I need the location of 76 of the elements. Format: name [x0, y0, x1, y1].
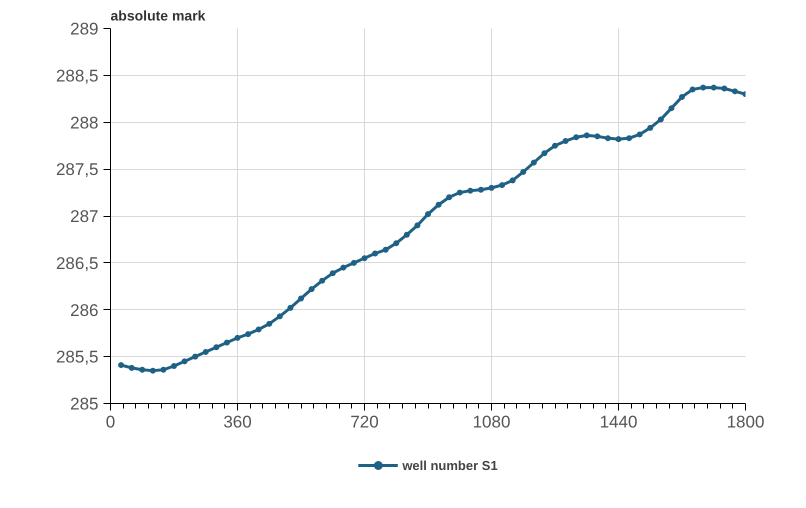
- point: [298, 296, 304, 302]
- point: [350, 260, 357, 266]
- point: [541, 150, 548, 156]
- x-tick-label: 0: [106, 412, 116, 432]
- point: [276, 313, 283, 320]
- y-tick-label: 285: [70, 394, 99, 414]
- point: [319, 278, 326, 284]
- point: [467, 188, 474, 194]
- point: [679, 94, 685, 100]
- point: [710, 84, 717, 91]
- point: [425, 211, 431, 218]
- point: [139, 366, 146, 373]
- point: [647, 124, 654, 131]
- point: [446, 194, 452, 200]
- point: [234, 334, 240, 341]
- point: [616, 136, 622, 142]
- point: [404, 232, 410, 238]
- point: [499, 182, 506, 188]
- point: [584, 132, 590, 138]
- x-tick-label: 360: [223, 412, 252, 432]
- y-tick-label: 286,5: [56, 254, 99, 273]
- y-tick-label: 285,5: [56, 348, 99, 367]
- point: [700, 84, 706, 91]
- y-tick-label: 286: [70, 300, 99, 320]
- point: [160, 366, 166, 373]
- point: [732, 88, 738, 94]
- point: [362, 255, 368, 262]
- point: [573, 134, 580, 140]
- point: [192, 354, 198, 360]
- point: [118, 362, 124, 368]
- point: [414, 222, 420, 228]
- point: [456, 190, 463, 196]
- point: [308, 286, 315, 292]
- point: [562, 138, 569, 144]
- y-tick-label: 287: [70, 207, 99, 226]
- point: [287, 304, 294, 311]
- y-tick-label: 287,5: [56, 160, 99, 180]
- point: [245, 331, 252, 338]
- point: [150, 368, 156, 374]
- point: [224, 340, 230, 346]
- point: [382, 246, 389, 253]
- point: [658, 116, 664, 122]
- point: [393, 240, 400, 246]
- point: [636, 131, 643, 138]
- point: [202, 348, 209, 355]
- y-tick-label: 288,5: [56, 66, 99, 86]
- point: [594, 133, 600, 140]
- point: [690, 86, 696, 92]
- point: [171, 363, 177, 369]
- x-tick-label: 1440: [600, 412, 638, 432]
- point: [626, 135, 632, 142]
- point: [520, 168, 526, 175]
- point: [182, 358, 188, 364]
- point: [604, 135, 611, 142]
- point: [478, 186, 484, 193]
- point: [530, 160, 537, 166]
- point: [128, 364, 135, 371]
- x-tick-label: 720: [350, 412, 379, 432]
- point: [340, 264, 346, 271]
- y-axis-title: absolute mark: [110, 8, 206, 24]
- x-tick-label: 1800: [726, 412, 764, 432]
- point: [488, 184, 494, 191]
- point: [668, 105, 674, 112]
- point: [213, 344, 220, 350]
- point: [266, 320, 272, 327]
- point: [721, 86, 728, 92]
- point: [330, 270, 336, 276]
- point: [372, 250, 378, 256]
- legend-label: well number S1: [402, 458, 498, 472]
- y-tick-label: 288: [70, 113, 99, 132]
- point: [436, 202, 442, 208]
- y-tick-label: 289: [70, 20, 99, 38]
- point: [552, 142, 558, 149]
- point: [256, 326, 262, 332]
- point: [510, 177, 516, 184]
- x-tick-label: 1080: [472, 412, 510, 432]
